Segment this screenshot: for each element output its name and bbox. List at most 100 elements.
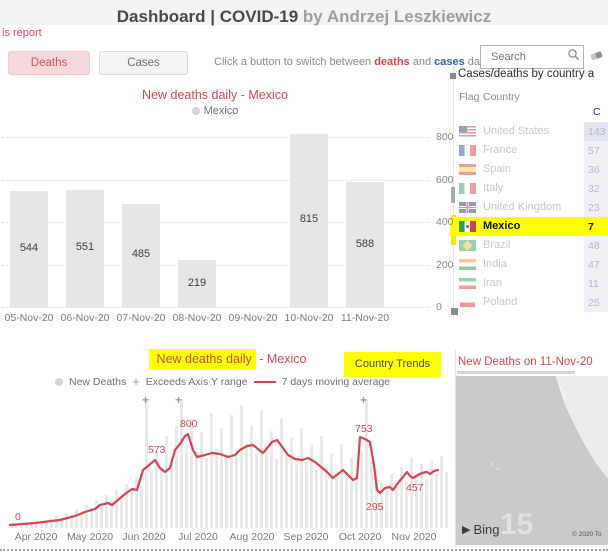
value-cell — [584, 255, 608, 274]
daily-bar — [345, 474, 348, 528]
y-axis-tick: 400 — [436, 216, 454, 228]
country-value: 57 — [588, 144, 600, 157]
daily-bar — [365, 400, 368, 528]
daily-bar — [440, 456, 443, 528]
bar[interactable] — [346, 182, 384, 307]
daily-bar — [315, 470, 318, 528]
page-title: Dashboard | COVID-19 by Andrzej Leszkiew… — [0, 7, 608, 27]
daily-bar — [165, 436, 168, 528]
table-col-flag[interactable]: Flag — [459, 91, 480, 103]
page-title-main: Dashboard | COVID-19 — [116, 7, 299, 26]
daily-bar — [325, 467, 328, 528]
bar[interactable] — [290, 133, 328, 307]
line-chart-title-rest: - Mexico — [255, 352, 307, 366]
daily-bar — [65, 513, 68, 528]
bar-value-label: 485 — [131, 248, 151, 261]
map-copyright: © 2020 To — [572, 531, 602, 538]
map-panel-border — [455, 350, 456, 546]
daily-bar — [30, 524, 33, 528]
bar[interactable] — [178, 260, 216, 307]
daily-bar — [400, 467, 403, 528]
table-row[interactable]: Brazil 48 — [450, 236, 608, 255]
daily-bar — [160, 467, 163, 528]
country-name: India — [483, 258, 507, 270]
legend-movingavg-line-icon — [253, 380, 276, 383]
legend-movingavg-label: 7 days moving average — [281, 375, 391, 388]
line-chart-legend: New Deaths + Exceeds Axis Y range 7 days … — [55, 374, 390, 389]
country-value: 23 — [588, 201, 600, 214]
table-row[interactable]: France 57 — [450, 141, 608, 160]
value-cell — [584, 122, 608, 141]
daily-bar — [435, 474, 438, 528]
search-box[interactable] — [480, 45, 584, 69]
value-cell — [584, 293, 608, 312]
table-scrollbar-thumb[interactable] — [451, 187, 455, 203]
line-x-axis-tick: Oct 2020 — [338, 531, 382, 543]
daily-bar — [220, 428, 223, 528]
daily-bar — [360, 451, 363, 528]
br-flag-icon — [459, 240, 476, 251]
table-row[interactable]: Iran 11 — [450, 274, 608, 293]
deaths-button[interactable]: Deaths — [8, 51, 90, 75]
bar[interactable] — [122, 203, 160, 307]
country-value: 36 — [588, 163, 600, 176]
map-canvas[interactable]: 15 ▶ Bing © 2020 To — [456, 376, 608, 545]
daily-bar — [115, 490, 118, 528]
cases-button[interactable]: Cases — [99, 51, 188, 75]
country-trends-button[interactable]: Country Trends — [344, 352, 441, 377]
bar-value-label: 815 — [299, 213, 319, 226]
daily-bar — [185, 445, 188, 528]
daily-bar — [210, 413, 213, 528]
bar-chart-title: New deaths daily - Mexico — [142, 88, 288, 102]
moving-average-line — [8, 432, 440, 527]
daily-bar — [180, 400, 183, 528]
bar-value-label: 219 — [187, 276, 207, 289]
table-row[interactable]: United States 143 — [450, 122, 608, 141]
gridline — [2, 264, 430, 266]
table-body: United States 143 France 57 Spain 36 Italy 32 Un… — [450, 122, 608, 312]
table-row[interactable]: Mexico 7 — [450, 217, 608, 236]
line-x-axis-tick: Apr 2020 — [14, 531, 58, 543]
mx-flag-icon — [459, 221, 476, 232]
line-chart-plot[interactable]: + + +0 573 800 753 295 457 — [8, 393, 448, 528]
daily-bar — [215, 449, 218, 528]
us-flag-icon — [459, 126, 476, 137]
search-input[interactable] — [489, 50, 567, 64]
bing-logo: ▶ Bing — [462, 522, 500, 537]
table-row[interactable]: Spain 36 — [450, 160, 608, 179]
visual-selection-handle-top[interactable] — [450, 73, 456, 79]
line-x-axis-tick: Sep 2020 — [283, 531, 329, 543]
map-title-scrollbar[interactable] — [457, 371, 575, 374]
table-row[interactable]: Poland 25 — [450, 293, 608, 312]
map-title: New Deaths on 11-Nov-20 — [458, 356, 593, 368]
daily-bar — [410, 458, 413, 528]
x-axis-tick: 05-Nov-20 — [4, 312, 54, 324]
it-flag-icon — [459, 183, 476, 194]
exceeds-range-marker: + — [142, 393, 150, 407]
daily-bar — [250, 426, 253, 528]
bar-chart-plot: 0 200 400 600 800 544 05-Nov-20 551 06-Nov-20 485… — [0, 130, 455, 330]
table-row[interactable]: Italy 32 — [450, 179, 608, 198]
daily-bar — [240, 406, 243, 528]
legend-newdeaths-dot-icon — [55, 377, 63, 386]
bar[interactable] — [66, 189, 104, 307]
eraser-icon[interactable] — [588, 48, 605, 68]
daily-bar — [190, 419, 193, 528]
daily-bar — [195, 451, 198, 528]
daily-bar — [15, 524, 18, 528]
about-report-link[interactable]: is report — [2, 27, 42, 39]
bar[interactable] — [10, 191, 48, 307]
table-row[interactable]: United Kingdom 23 — [450, 198, 608, 217]
daily-bar — [290, 438, 293, 528]
table-col-country[interactable]: Country — [483, 91, 520, 103]
visual-selection-handle-bottom[interactable] — [451, 308, 458, 315]
bing-label: Bing — [473, 522, 500, 537]
daily-bar — [295, 464, 298, 528]
hint-prefix: Click a button to switch between — [214, 56, 375, 68]
value-cell — [584, 179, 608, 198]
table-row[interactable]: India 47 — [450, 255, 608, 274]
y-axis-tick: 600 — [436, 173, 454, 186]
table-col-value[interactable]: C — [593, 106, 601, 118]
value-cell — [584, 198, 608, 217]
daily-bar — [100, 506, 103, 528]
